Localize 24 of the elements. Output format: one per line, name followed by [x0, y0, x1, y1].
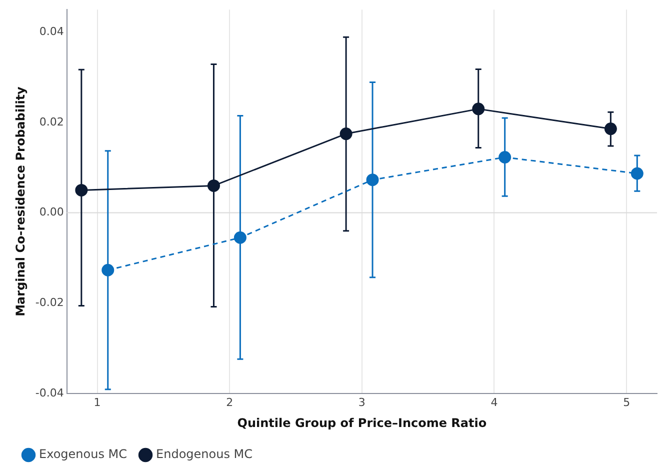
- point: [472, 102, 485, 116]
- point: [604, 122, 617, 136]
- x-tick-label: 4: [490, 396, 498, 409]
- x-tick-label: 1: [94, 396, 101, 409]
- legend-label: Endogenous MC: [156, 447, 253, 462]
- point: [498, 151, 512, 164]
- y-tick-label: 0.04: [39, 25, 64, 38]
- y-axis-title: Marginal Co-residence Probability: [13, 86, 28, 316]
- point: [366, 174, 379, 186]
- point: [630, 167, 644, 180]
- y-tick-label: -0.02: [35, 296, 64, 309]
- x-axis-title: Quintile Group of Price–Income Ratio: [237, 416, 487, 430]
- y-tick-label: -0.04: [35, 386, 64, 400]
- point: [207, 179, 220, 192]
- point: [75, 184, 88, 196]
- legend-label: Exogenous MC: [39, 447, 128, 462]
- point: [102, 264, 114, 276]
- x-tick-label: 3: [358, 396, 366, 409]
- y-tick-label: 0.02: [39, 115, 64, 128]
- point: [340, 128, 352, 140]
- y-tick-label: 0.00: [39, 206, 64, 219]
- point: [234, 231, 246, 244]
- x-tick-label: 5: [623, 396, 630, 409]
- x-tick-label: 2: [226, 396, 234, 409]
